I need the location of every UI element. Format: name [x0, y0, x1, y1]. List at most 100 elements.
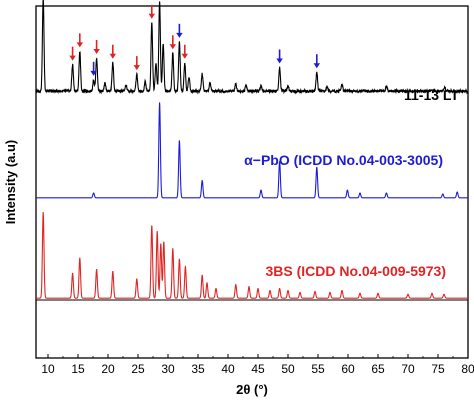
- peak-point: [72, 272, 74, 275]
- plot-frame: [35, 5, 469, 359]
- peak-point: [172, 248, 174, 250]
- series-label-alpha-pbo: α−PbO (ICDD No.04-003-3005): [244, 152, 443, 168]
- x-tick-label: 60: [341, 362, 355, 376]
- peak-point: [178, 140, 180, 142]
- peak-point: [407, 293, 409, 295]
- x-axis: 10 15 20 25 30 35 40 45 50 55 60 65 70 75 80: [41, 354, 474, 376]
- peak-point: [442, 193, 444, 195]
- peak-point: [235, 84, 237, 86]
- peak-arrow: [276, 49, 283, 64]
- peak-point: [287, 85, 289, 88]
- peak-point: [201, 274, 203, 276]
- peak-point: [156, 231, 158, 233]
- peak-point: [299, 291, 301, 294]
- peak-arrow: [169, 35, 176, 50]
- peak-point: [279, 67, 281, 70]
- peak-point: [269, 289, 271, 292]
- x-tick-label: 65: [371, 362, 385, 376]
- peak-point: [209, 84, 211, 86]
- peak-point: [172, 53, 174, 55]
- peak-point: [136, 278, 138, 280]
- peak-arrow: [69, 46, 76, 61]
- peak-point: [178, 42, 180, 44]
- peak-arrow: [133, 56, 140, 71]
- x-tick-label: 35: [191, 362, 205, 376]
- peak-arrow: [93, 39, 100, 54]
- peak-point: [245, 85, 247, 88]
- peak-point: [125, 85, 127, 88]
- peak-point: [136, 74, 138, 76]
- peak-point: [385, 86, 387, 89]
- series-11-13-lt: [35, 0, 469, 95]
- peak-point: [184, 63, 186, 65]
- series-label-3bs: 3BS (ICDD No.04-009-5973): [265, 263, 446, 279]
- x-axis-title: 2θ (°): [236, 382, 268, 397]
- peak-point: [96, 58, 98, 60]
- peak-point: [314, 290, 316, 293]
- peak-point: [341, 289, 343, 292]
- peak-point: [42, 212, 44, 214]
- peak-arrow: [109, 44, 116, 59]
- peak-point: [201, 180, 203, 182]
- series-layer: [35, 0, 469, 299]
- peak-point: [431, 292, 433, 295]
- peak-arrow: [313, 54, 320, 69]
- peak-point: [188, 77, 190, 79]
- x-tick-label: 80: [461, 362, 474, 376]
- peak-point: [104, 84, 106, 86]
- peak-point: [206, 282, 208, 284]
- peak-point: [316, 72, 318, 74]
- peak-point: [184, 266, 186, 268]
- diffraction-trace: [36, 212, 468, 299]
- plot-area: [35, 0, 469, 359]
- peak-point: [385, 192, 387, 194]
- peak-point: [260, 85, 262, 88]
- peak-point: [162, 44, 164, 46]
- peak-point: [112, 63, 114, 65]
- peak-point: [201, 74, 203, 76]
- peak-point: [346, 189, 348, 191]
- peak-point: [96, 269, 98, 271]
- arrow-marker-layer: [69, 4, 320, 76]
- x-tick-label: 20: [101, 362, 115, 376]
- peak-point: [151, 225, 153, 227]
- peak-point: [456, 191, 458, 193]
- peak-arrow: [76, 33, 83, 48]
- peak-point: [377, 292, 379, 295]
- peak-arrow: [148, 4, 155, 19]
- peak-point: [235, 284, 237, 286]
- peak-point: [359, 192, 361, 194]
- diffraction-trace: [36, 102, 468, 199]
- peak-point: [341, 84, 343, 87]
- peak-point: [279, 161, 281, 163]
- peak-point: [279, 288, 281, 290]
- peak-point: [287, 289, 289, 292]
- series-label-11-13-lt: 11-13 LT: [404, 87, 459, 103]
- peak-point: [163, 241, 165, 243]
- peak-point: [144, 82, 146, 84]
- x-tick-label: 70: [401, 362, 415, 376]
- peak-arrow: [90, 61, 97, 76]
- peak-point: [159, 102, 161, 104]
- diffraction-trace: [35, 0, 469, 95]
- peak-arrow: [181, 44, 188, 59]
- y-axis-title: Intensity (a.u): [3, 140, 18, 225]
- peak-point: [260, 189, 262, 191]
- peak-point: [257, 288, 259, 290]
- x-tick-label: 55: [311, 362, 325, 376]
- peak-point: [93, 80, 95, 82]
- series-pbo-icdd-no-04-003-3005: [36, 102, 468, 199]
- peak-point: [359, 292, 361, 295]
- series-3bs-icdd-no-04-009-5973: [36, 212, 468, 299]
- peak-point: [79, 257, 81, 259]
- peak-point: [151, 23, 153, 25]
- peak-point: [215, 288, 217, 290]
- x-tick-label: 50: [281, 362, 295, 376]
- x-tick-label: 40: [221, 362, 235, 376]
- x-tick-label: 10: [41, 362, 55, 376]
- peak-point: [159, 1, 161, 3]
- peak-point: [444, 86, 446, 89]
- x-tick-label: 75: [431, 362, 445, 376]
- peak-point: [72, 65, 74, 67]
